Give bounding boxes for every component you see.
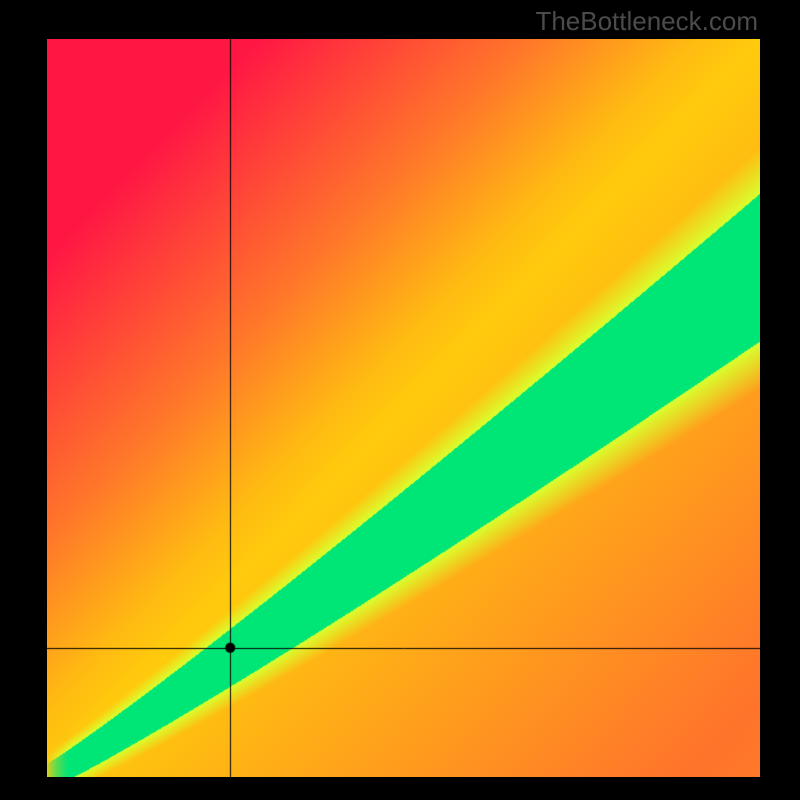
chart-container: TheBottleneck.com bbox=[0, 0, 800, 800]
bottleneck-heatmap bbox=[47, 39, 760, 777]
watermark-text: TheBottleneck.com bbox=[535, 6, 758, 37]
